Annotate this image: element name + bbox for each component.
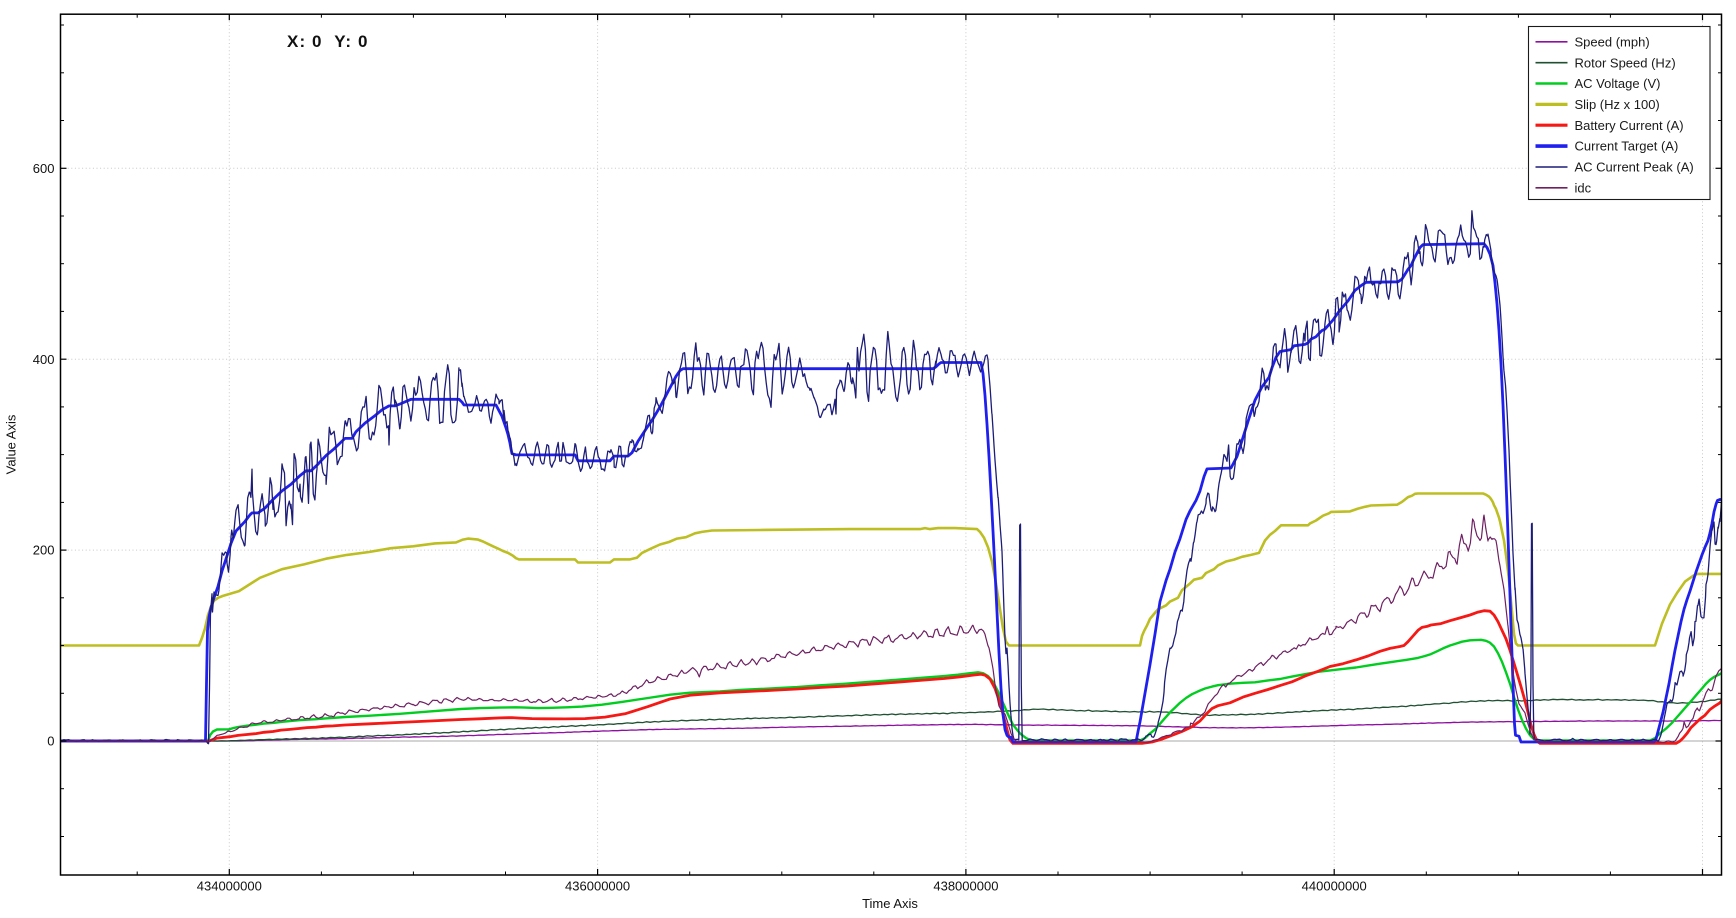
svg-text:idc: idc bbox=[1575, 180, 1592, 195]
svg-text:Rotor Speed (Hz): Rotor Speed (Hz) bbox=[1575, 55, 1676, 70]
svg-text:400: 400 bbox=[33, 352, 55, 367]
svg-text:Time Axis: Time Axis bbox=[862, 896, 918, 911]
svg-text:Current Target (A): Current Target (A) bbox=[1575, 139, 1679, 154]
svg-text:Slip (Hz x 100): Slip (Hz x 100) bbox=[1575, 97, 1660, 112]
svg-text:Value Axis: Value Axis bbox=[4, 414, 19, 474]
svg-text:Speed (mph): Speed (mph) bbox=[1575, 34, 1650, 49]
svg-text:440000000: 440000000 bbox=[1302, 879, 1367, 894]
svg-text:436000000: 436000000 bbox=[565, 879, 630, 894]
svg-text:0: 0 bbox=[47, 734, 54, 749]
svg-text:AC Current Peak (A): AC Current Peak (A) bbox=[1575, 160, 1694, 175]
svg-text:AC Voltage (V): AC Voltage (V) bbox=[1575, 76, 1661, 91]
svg-text:600: 600 bbox=[33, 161, 55, 176]
svg-text:438000000: 438000000 bbox=[933, 879, 998, 894]
svg-text:X: 0 Y: 0: X: 0 Y: 0 bbox=[287, 32, 369, 51]
svg-text:434000000: 434000000 bbox=[197, 879, 262, 894]
svg-text:Battery Current (A): Battery Current (A) bbox=[1575, 118, 1684, 133]
svg-text:200: 200 bbox=[33, 543, 55, 558]
